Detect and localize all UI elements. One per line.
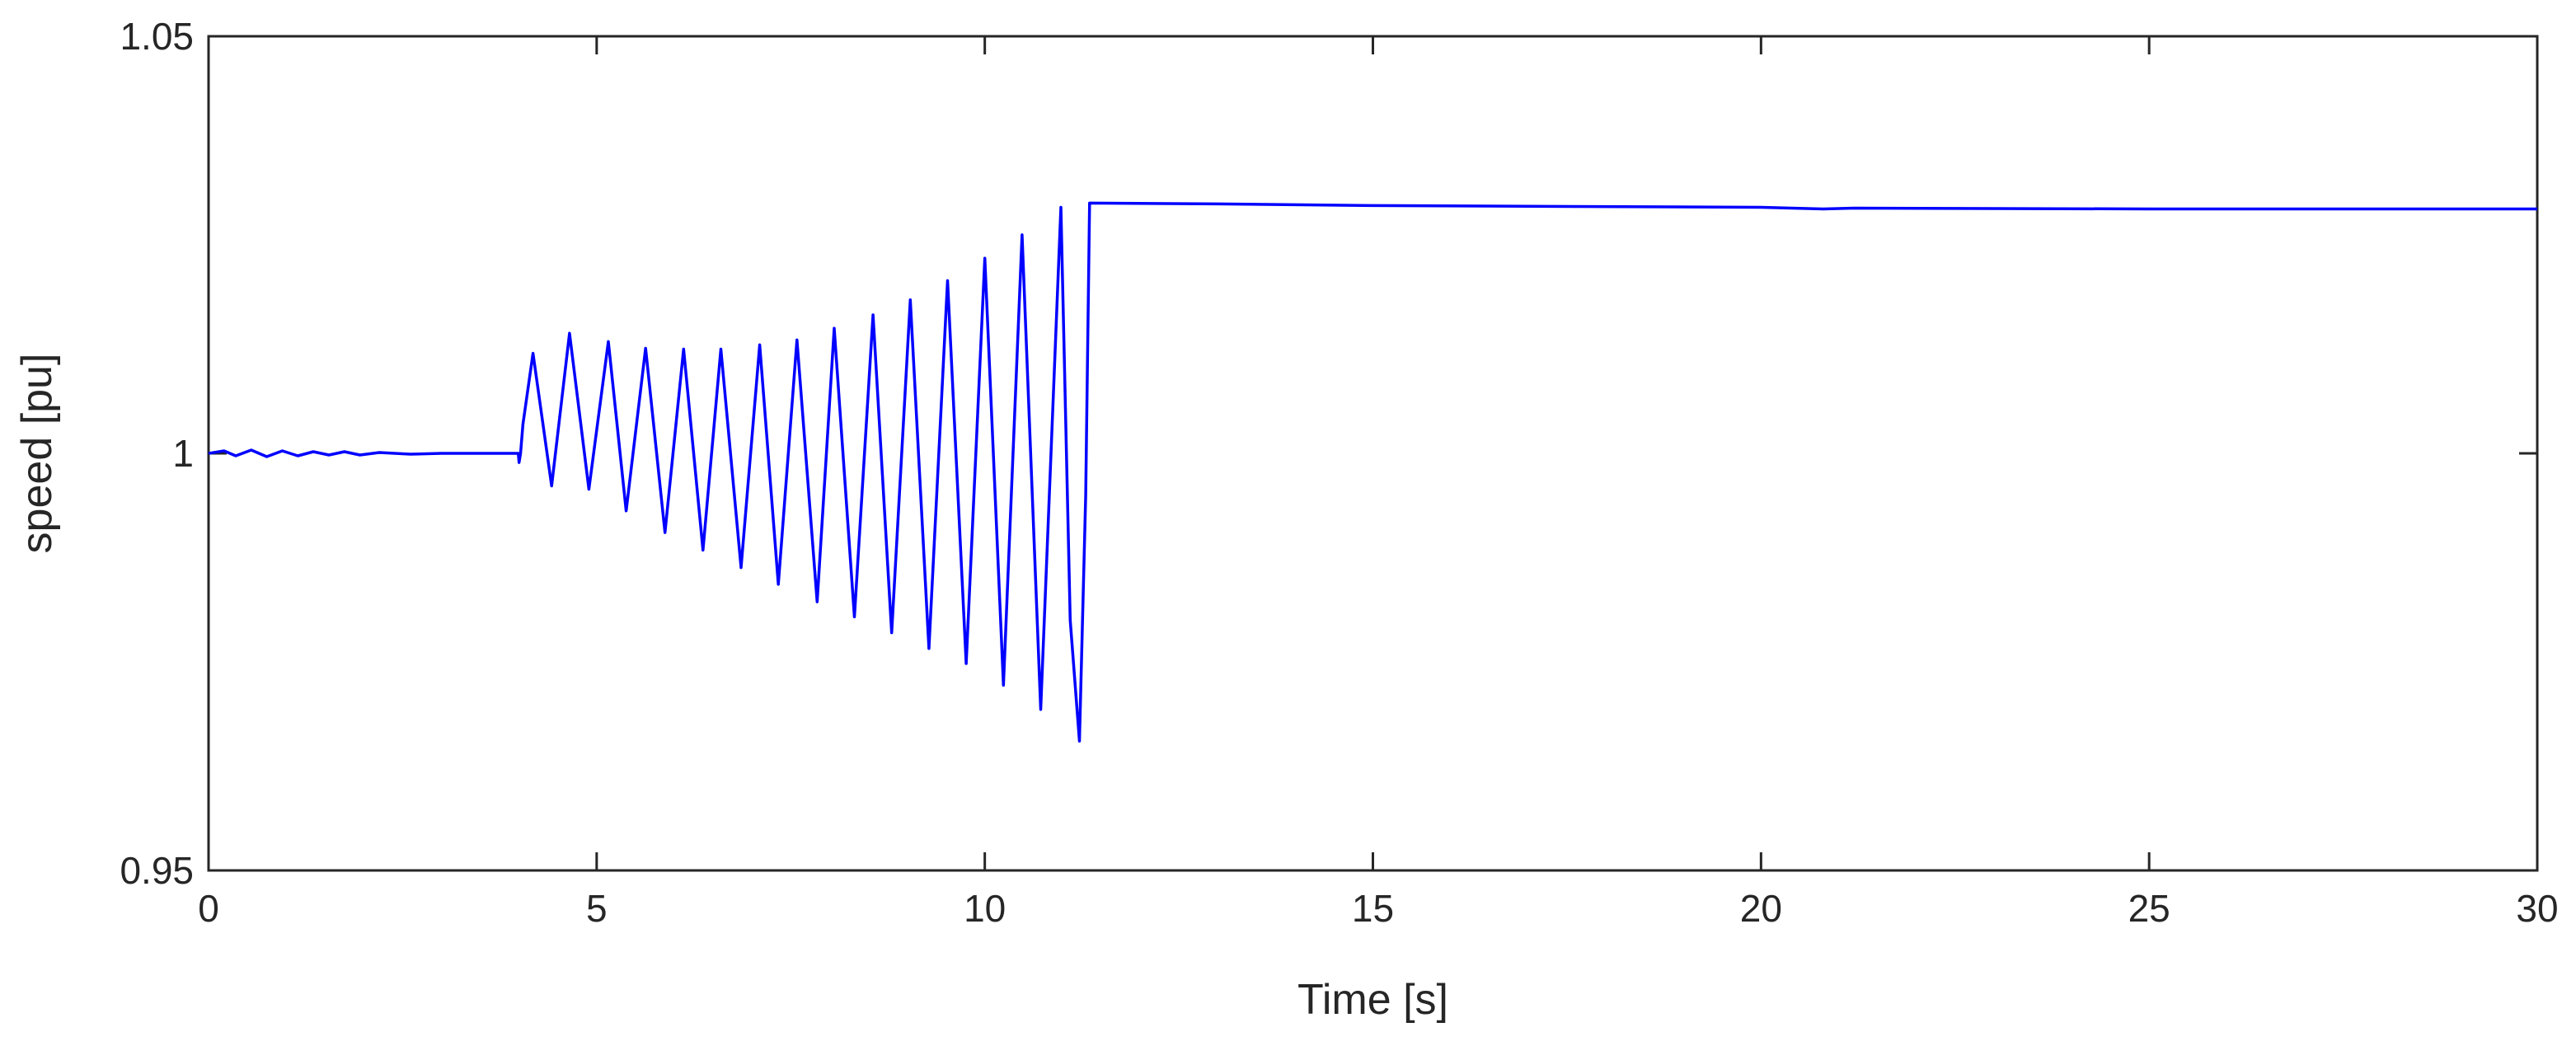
y-axis-title: speed [pu] — [13, 354, 61, 554]
x-tick-label: 10 — [964, 887, 1006, 930]
y-tick-label: 1 — [172, 432, 194, 475]
x-tick-label: 5 — [586, 887, 608, 930]
x-axis-title: Time [s] — [1297, 976, 1448, 1024]
series-layer — [208, 201, 2537, 743]
x-tick-label: 0 — [198, 887, 219, 930]
axes-box — [207, 35, 2539, 872]
plot-area: 0 5 10 15 20 25 30 0.95 1 1.05 — [120, 15, 2558, 930]
x-ticks: 0 5 10 15 20 25 30 — [198, 36, 2559, 930]
x-tick-label: 20 — [1740, 887, 1782, 930]
speed-series-line — [208, 201, 2537, 743]
x-tick-label: 30 — [2516, 887, 2558, 930]
x-tick-label: 15 — [1352, 887, 1394, 930]
y-tick-label: 0.95 — [120, 849, 194, 892]
x-tick-label: 25 — [2128, 887, 2170, 930]
y-tick-label: 1.05 — [120, 15, 194, 58]
y-ticks: 0.95 1 1.05 — [120, 15, 2537, 892]
